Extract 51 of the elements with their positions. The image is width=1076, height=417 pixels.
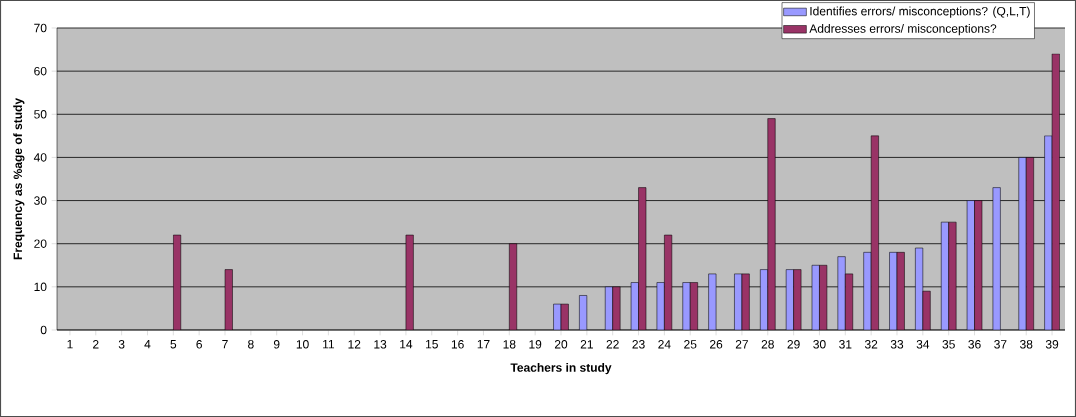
x-tick-label: 17 — [477, 340, 490, 349]
y-tick-label: 60 — [34, 66, 47, 76]
x-tick-label: 15 — [426, 340, 438, 349]
y-axis-title: Frequency as %age of study — [13, 98, 25, 260]
x-tick-label: 24 — [658, 340, 671, 349]
x-tick-label: 22 — [606, 340, 619, 349]
x-tick-label: 20 — [554, 340, 568, 349]
x-tick-label: 1 — [67, 340, 73, 349]
y-tick-label: 70 — [34, 23, 47, 33]
legend-label: Identifies errors/ misconceptions? (Q,L,T) — [810, 6, 1030, 18]
x-tick-label: 12 — [348, 340, 361, 349]
x-tick-label: 3 — [118, 340, 125, 349]
x-tick-label: 38 — [1020, 340, 1033, 349]
x-tick-label: 9 — [273, 340, 280, 349]
x-tick-label: 28 — [761, 340, 774, 349]
x-tick-label: 32 — [864, 340, 878, 349]
x-tick-label: 14 — [400, 340, 413, 349]
y-tick-label: 20 — [34, 239, 47, 248]
y-tick-label: 0 — [40, 325, 47, 335]
x-tick-label: 37 — [994, 340, 1007, 349]
x-tick-label: 8 — [248, 340, 254, 349]
y-tick-label: 50 — [34, 110, 47, 119]
x-tick-label: 7 — [222, 340, 228, 349]
x-tick-label: 35 — [942, 340, 955, 349]
x-tick-label: 30 — [813, 340, 826, 349]
x-tick-label: 29 — [787, 340, 800, 349]
x-axis-title: Teachers in study — [510, 363, 612, 375]
x-tick-label: 33 — [890, 340, 904, 349]
x-tick-label: 5 — [170, 340, 177, 349]
x-tick-label: 11 — [323, 340, 335, 349]
x-tick-label: 18 — [503, 340, 516, 349]
x-tick-label: 19 — [529, 340, 542, 349]
x-tick-label: 36 — [968, 340, 981, 349]
x-tick-label: 31 — [839, 340, 852, 349]
y-tick-label: 10 — [34, 282, 47, 292]
x-tick-label: 4 — [144, 340, 151, 349]
x-tick-label: 26 — [710, 340, 723, 349]
legend-label: Addresses errors/ misconceptions? — [809, 23, 997, 36]
y-tick-label: 40 — [33, 153, 47, 162]
x-tick-label: 16 — [451, 340, 464, 349]
x-tick-label: 10 — [296, 340, 309, 349]
x-tick-label: 6 — [196, 340, 202, 349]
x-tick-label: 39 — [1045, 340, 1059, 349]
x-tick-label: 25 — [684, 340, 697, 349]
x-tick-label: 34 — [916, 340, 930, 349]
x-tick-label: 13 — [374, 340, 387, 349]
y-tick-label: 30 — [34, 196, 47, 205]
x-tick-label: 27 — [735, 340, 748, 349]
x-tick-label: 2 — [93, 340, 99, 349]
x-tick-label: 23 — [632, 340, 645, 349]
x-tick-label: 21 — [580, 340, 593, 349]
